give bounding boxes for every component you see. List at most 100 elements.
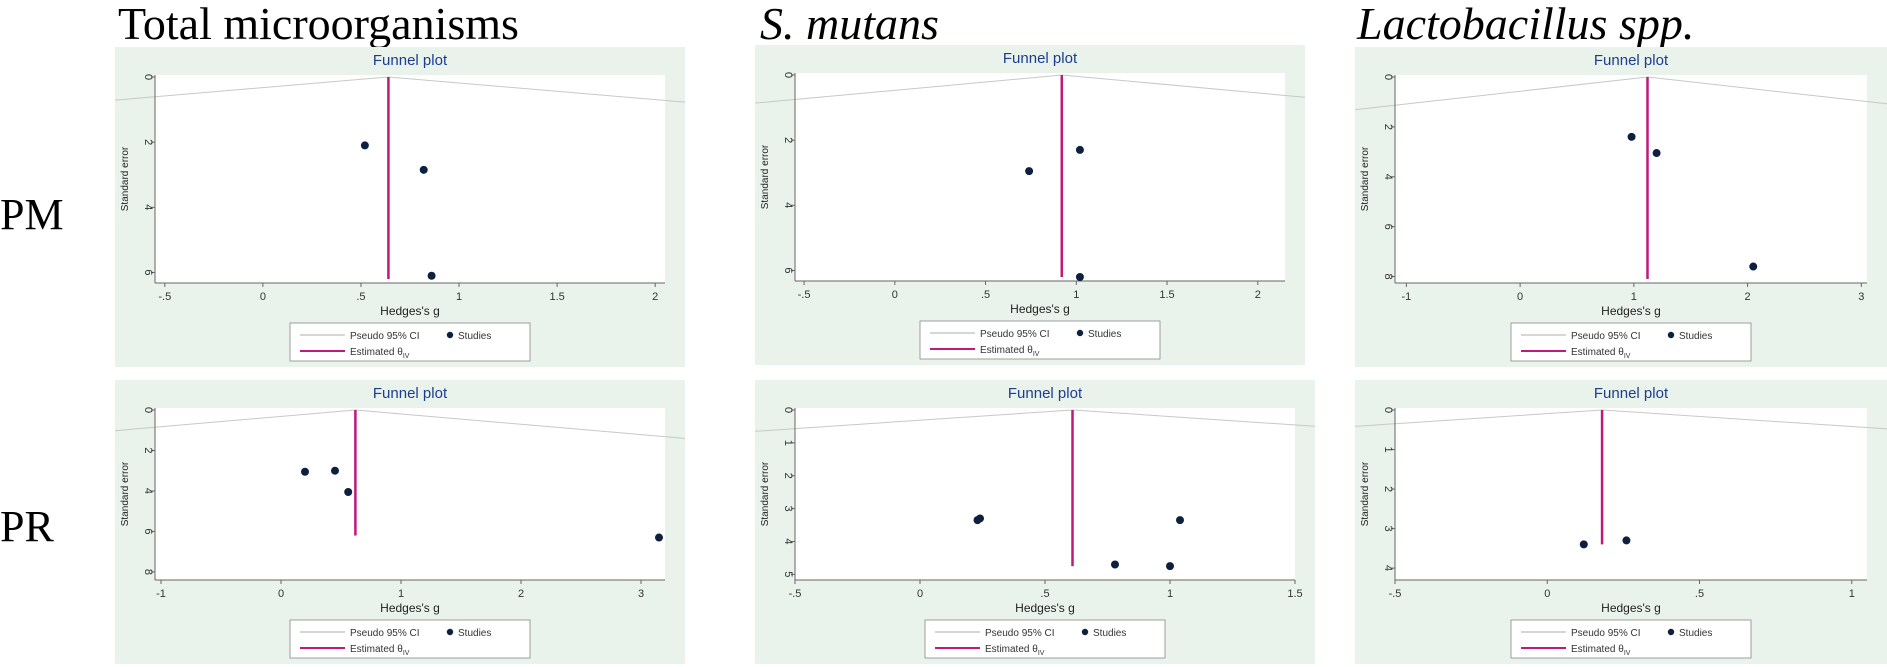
legend-estimate-label: Estimated θIV: [350, 644, 410, 657]
legend-studies-label: Studies: [458, 628, 491, 639]
legend-estimate-label: Estimated θIV: [1571, 644, 1631, 657]
legend-estimate-label: Estimated θIV: [1571, 347, 1631, 360]
y-tick-label: 0: [142, 407, 154, 413]
legend-studies-swatch: [446, 628, 454, 636]
x-tick-label: 1.5: [1159, 289, 1174, 301]
legend-ci-label: Pseudo 95% CI: [1571, 628, 1641, 639]
y-tick-label: 6: [142, 528, 154, 534]
study-point: [344, 487, 353, 496]
study-point: [1176, 516, 1184, 525]
x-tick-label: 0: [278, 588, 284, 600]
funnel-plot-pr-lactobacillus: Funnel plot -.5 0 .5 1 0 1 2 3 4 Hedges's g Standar…: [1355, 380, 1887, 664]
x-tick-label: 3: [1858, 291, 1864, 303]
x-tick-label: 1: [456, 291, 462, 303]
x-tick-label: 2: [1745, 291, 1751, 303]
legend-ci-label: Pseudo 95% CI: [350, 331, 420, 342]
study-point: [1627, 132, 1636, 141]
column-header-lactobacillus: Lactobacillus spp.: [1357, 0, 1695, 49]
y-tick-label: 0: [782, 407, 794, 413]
x-tick-label: 0: [892, 289, 898, 301]
chart-title: Funnel plot: [1003, 50, 1078, 67]
y-tick-label: 2: [782, 473, 794, 479]
x-tick-label: -.5: [158, 291, 171, 303]
row-label-pm: PM: [0, 190, 64, 239]
legend-studies-label: Studies: [1093, 628, 1126, 639]
chart-title: Funnel plot: [1594, 52, 1669, 69]
y-tick-label: 2: [782, 137, 794, 143]
y-tick-label: 2: [1382, 124, 1394, 130]
study-point: [331, 466, 339, 475]
chart-title: Funnel plot: [373, 385, 448, 402]
legend-estimate-label: Estimated θIV: [980, 345, 1040, 358]
x-tick-label: 2: [1255, 289, 1261, 301]
study-point: [301, 467, 309, 476]
y-tick-label: 1: [1382, 446, 1394, 452]
y-tick-label: 4: [1382, 174, 1394, 180]
y-tick-label: 6: [1382, 224, 1394, 230]
study-point: [1579, 540, 1588, 549]
legend-box: [919, 320, 1161, 360]
funnel-plot-pr-total: Funnel plot -1 0 1 2 3 0 2 4 6 8 Hedges's g Standard…: [115, 380, 685, 664]
x-tick-label: .5: [1040, 588, 1049, 600]
legend-studies-swatch: [446, 331, 454, 339]
x-tick-label: 1.5: [1287, 588, 1302, 600]
plot-area: [795, 408, 1295, 580]
x-tick-label: 2: [652, 291, 658, 303]
column-header-total-microorganisms: Total microorganisms: [118, 0, 519, 49]
x-tick-label: -1: [156, 588, 166, 600]
x-tick-label: -1: [1401, 291, 1411, 303]
plot-area: [155, 408, 665, 580]
funnel-plot-pm-lactobacillus: Funnel plot -1 0 1 2 3 0 2 4 6 8 Hedges's g Standard…: [1355, 47, 1887, 367]
column-header-s-mutans: S. mutans: [760, 0, 939, 49]
x-tick-label: 0: [1517, 291, 1523, 303]
legend-studies-swatch: [1081, 628, 1089, 636]
y-tick-label: 4: [782, 538, 794, 544]
study-point: [1652, 149, 1661, 158]
y-tick-label: 4: [782, 202, 794, 208]
legend-estimate-label: Estimated θIV: [350, 347, 410, 360]
x-tick-label: 2: [518, 588, 524, 600]
y-tick-label: 0: [1382, 74, 1394, 80]
y-tick-label: 4: [1382, 565, 1394, 571]
x-tick-label: -.5: [1389, 588, 1402, 600]
x-axis-label: Hedges's g: [1015, 601, 1075, 615]
legend-estimate-label: Estimated θIV: [985, 644, 1045, 657]
chart-title: Funnel plot: [1008, 385, 1083, 402]
y-axis-label: Standard error: [760, 461, 771, 526]
y-axis-label: Standard error: [1360, 146, 1371, 211]
study-point: [976, 514, 984, 523]
y-tick-label: 2: [1382, 486, 1394, 492]
legend-ci-label: Pseudo 95% CI: [985, 628, 1055, 639]
y-tick-label: 0: [782, 72, 794, 78]
y-tick-label: 3: [782, 506, 794, 512]
legend-estimate-subscript: IV: [403, 650, 410, 657]
legend-ci-label: Pseudo 95% CI: [350, 628, 420, 639]
legend-studies-label: Studies: [1679, 628, 1712, 639]
plot-area: [795, 73, 1285, 281]
x-tick-label: .5: [356, 291, 365, 303]
study-point: [1075, 273, 1084, 281]
y-tick-label: 4: [142, 488, 154, 494]
x-tick-label: 1: [1167, 588, 1173, 600]
plot-area: [1395, 75, 1867, 283]
chart-title: Funnel plot: [373, 52, 448, 69]
study-point: [1111, 560, 1119, 569]
y-tick-label: 5: [782, 571, 794, 577]
legend-studies-label: Studies: [1679, 331, 1712, 342]
y-axis-label: Standard error: [760, 144, 771, 209]
funnel-plot-pm-total: Funnel plot -.5 0 .5 1 1.5 2 0 2 4 6 Hedges's g Stan…: [115, 47, 685, 367]
y-tick-label: 0: [1382, 407, 1394, 413]
legend-studies-swatch: [1667, 331, 1675, 339]
legend-studies-swatch: [1667, 628, 1675, 636]
y-tick-label: 4: [142, 204, 154, 210]
legend-estimate-subscript: IV: [1624, 650, 1631, 657]
legend-estimate-subscript: IV: [1033, 351, 1040, 358]
x-tick-label: -.5: [798, 289, 811, 301]
y-tick-label: 8: [142, 569, 154, 575]
x-axis-label: Hedges's g: [380, 304, 440, 318]
study-point: [1166, 562, 1174, 571]
y-tick-label: 6: [782, 267, 794, 273]
x-tick-label: 1: [398, 588, 404, 600]
plot-area: [1395, 408, 1867, 580]
legend-studies-label: Studies: [458, 331, 491, 342]
